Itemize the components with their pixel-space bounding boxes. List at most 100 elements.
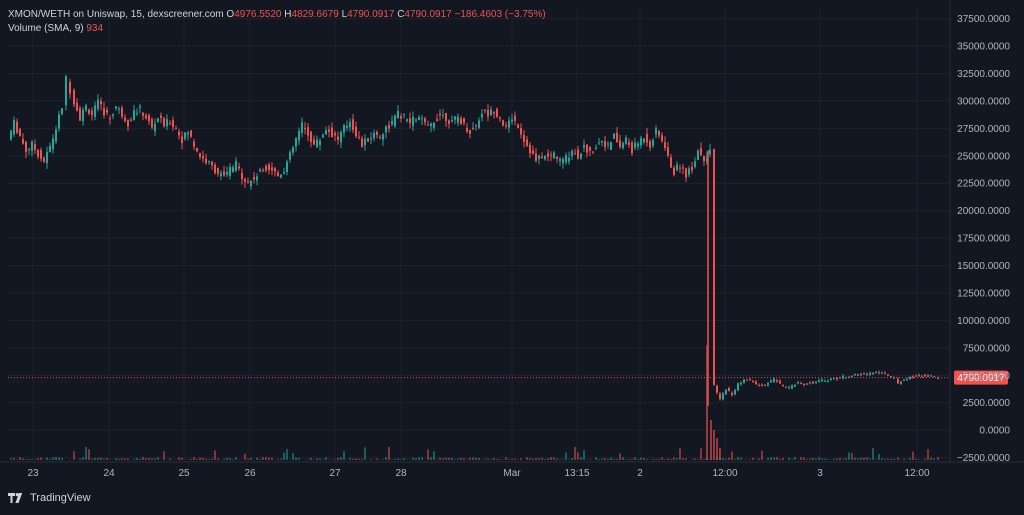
candle-body	[812, 382, 814, 384]
candle-body	[418, 117, 420, 120]
candle-body	[493, 112, 495, 113]
candle-body	[304, 128, 306, 129]
candle-body	[646, 134, 648, 143]
volume-bar	[352, 459, 354, 460]
volume-bar	[229, 458, 231, 460]
open-value: 4976.5520	[234, 9, 281, 20]
candle-body	[232, 167, 234, 172]
volume-bar	[487, 458, 489, 460]
candle-body	[373, 133, 375, 138]
candle-body	[487, 110, 489, 117]
y-tick-label: 0.0000	[979, 426, 1010, 437]
candle-body	[469, 130, 471, 134]
candles	[10, 75, 939, 406]
candle-body	[28, 149, 30, 150]
candle-body	[586, 145, 588, 153]
volume-bar	[142, 457, 144, 460]
candle-body	[688, 168, 690, 174]
volume-bar	[340, 457, 342, 460]
candle-body	[154, 124, 156, 132]
candle-body	[82, 110, 84, 121]
candle-body	[241, 173, 243, 179]
volume-bar	[903, 459, 905, 460]
volume-bar	[91, 459, 93, 460]
candle-body	[565, 155, 567, 162]
x-tick-label: 12:00	[712, 468, 737, 479]
volume-bar	[214, 450, 216, 460]
volume-bar	[103, 459, 105, 460]
volume-bar	[247, 459, 249, 460]
volume-bar	[391, 459, 393, 460]
candle-body	[601, 141, 603, 142]
candle-body	[637, 143, 639, 146]
candle-body	[906, 379, 908, 380]
candle-body	[824, 381, 826, 382]
volume-bar	[658, 459, 660, 460]
candle-body	[746, 380, 748, 381]
candle-body	[454, 117, 456, 120]
volume-bar	[139, 459, 141, 460]
volume-bar	[613, 459, 615, 460]
candle-body	[148, 115, 150, 121]
candle-body	[370, 138, 372, 139]
volume-bar	[46, 457, 48, 460]
candle-body	[508, 121, 510, 128]
y-tick-label: 12500.0000	[957, 288, 1010, 299]
candle-body	[346, 126, 348, 128]
volume-bar	[767, 458, 769, 460]
volume-bar	[88, 449, 90, 460]
candle-body	[427, 125, 429, 126]
candle-body	[31, 142, 33, 151]
volume-bar	[163, 451, 165, 460]
candle-body	[872, 373, 874, 374]
x-tick-label: 23	[27, 468, 39, 479]
candle-body	[367, 138, 369, 141]
x-tick-label: 24	[103, 468, 115, 479]
candle-body	[622, 143, 624, 148]
volume-bar	[79, 459, 81, 460]
symbol-label: XMON/WETH on Uniswap, 15, dexscreener.co…	[8, 9, 224, 20]
candle-body	[463, 118, 465, 123]
candle-body	[496, 109, 498, 117]
candle-body	[514, 116, 516, 121]
candle-body	[770, 380, 772, 382]
volume-bar	[436, 459, 438, 460]
y-tick-label: 27500.0000	[957, 124, 1010, 135]
volume-bar	[667, 458, 669, 460]
candle-body	[933, 376, 935, 377]
candle-body	[881, 373, 883, 374]
volume-bar	[661, 457, 663, 460]
volume-bar	[202, 458, 204, 460]
volume-bar	[307, 459, 309, 460]
volume-bar	[325, 457, 327, 460]
candle-body	[439, 114, 441, 115]
tradingview-logo[interactable]: TradingView	[8, 492, 91, 504]
volume-bar	[869, 459, 871, 460]
volume-bar	[682, 458, 684, 460]
volume-bar	[824, 459, 826, 460]
volume-bar	[529, 458, 531, 460]
candle-body	[358, 137, 360, 138]
candle-body	[196, 148, 198, 151]
volume-bar	[839, 458, 841, 460]
volume-bar	[514, 458, 516, 460]
candle-body	[157, 118, 159, 122]
volume-bar	[499, 459, 501, 460]
y-tick-label: 37500.0000	[957, 14, 1010, 25]
volume-bar	[881, 458, 883, 460]
candle-body	[694, 161, 696, 167]
volume-bar	[782, 458, 784, 460]
volume-bar	[148, 458, 150, 460]
candle-body	[761, 385, 763, 386]
volume-bar	[181, 458, 183, 460]
candle-body	[667, 147, 669, 156]
x-tick-label: 27	[329, 468, 341, 479]
volume-bar	[322, 459, 324, 460]
volume-bar	[334, 459, 336, 460]
candle-body	[697, 151, 699, 160]
volume-bar	[526, 457, 528, 460]
volume-bar	[97, 458, 99, 460]
volume-bar	[145, 458, 147, 460]
